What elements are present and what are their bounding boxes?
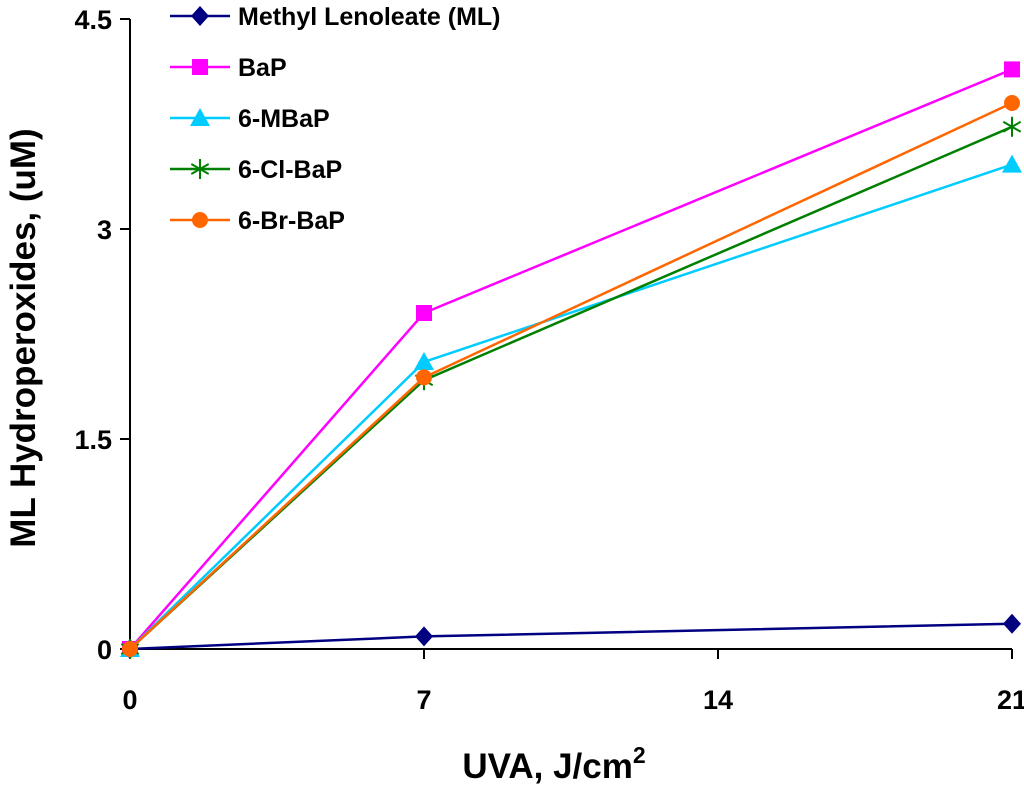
legend-label: 6-Cl-BaP (238, 156, 342, 184)
legend-marker (190, 108, 210, 126)
series-0 (121, 613, 1021, 659)
legend-entry: 6-Cl-BaP (170, 156, 342, 184)
legend-marker (192, 212, 208, 228)
asterisk-stroke (190, 163, 210, 175)
data-point (415, 626, 433, 647)
y-tick-label: 4.5 (74, 5, 112, 35)
data-point (122, 641, 138, 657)
y-axis-title: ML Hydroperoxides, (uM) (4, 128, 43, 547)
legend-label: 6-Br-BaP (238, 207, 345, 235)
data-point (1004, 95, 1020, 111)
data-point (1003, 613, 1021, 634)
legend-entry: Methyl Lenoleate (ML) (170, 3, 501, 31)
data-point (1002, 116, 1022, 137)
x-tick-label: 0 (122, 685, 137, 715)
legend: Methyl Lenoleate (ML) BaP 6-MBaP 6-Cl-BaP 6-… (170, 3, 501, 235)
data-point (416, 369, 432, 386)
data-point (1004, 61, 1020, 78)
series-4 (122, 95, 1020, 657)
data-point (414, 352, 434, 370)
tick-labels: 0 1.5 3 4.5 0 7 14 21 (74, 5, 1024, 715)
y-tick-label: 0 (97, 635, 112, 665)
legend-label: 6-MBaP (238, 105, 330, 133)
legend-entry: BaP (170, 54, 287, 82)
series-layer (120, 61, 1022, 659)
legend-marker (191, 6, 209, 26)
asterisk-stroke (1002, 120, 1022, 133)
y-tick-label: 3 (97, 215, 112, 245)
x-tick-label: 14 (703, 685, 733, 715)
x-tick-label: 7 (416, 685, 431, 715)
series-3 (120, 116, 1022, 659)
series-line (129, 125, 1013, 650)
legend-marker (190, 159, 210, 179)
plot-axes (120, 18, 1013, 659)
data-point (1002, 154, 1022, 173)
series-line (129, 622, 1013, 651)
x-axis-title: UVA, J/cm2 (462, 742, 645, 786)
legend-entry: 6-Br-BaP (170, 207, 345, 235)
x-tick-label: 21 (997, 685, 1024, 715)
legend-marker (192, 59, 208, 75)
data-point (416, 305, 432, 321)
legend-entry: 6-MBaP (170, 105, 330, 133)
x-axis-title-superscript: 2 (633, 742, 646, 768)
series-1 (122, 61, 1020, 657)
y-tick-label: 1.5 (74, 425, 112, 455)
series-line (129, 163, 1013, 650)
legend-label: BaP (238, 54, 287, 82)
legend-label: Methyl Lenoleate (ML) (238, 3, 501, 31)
